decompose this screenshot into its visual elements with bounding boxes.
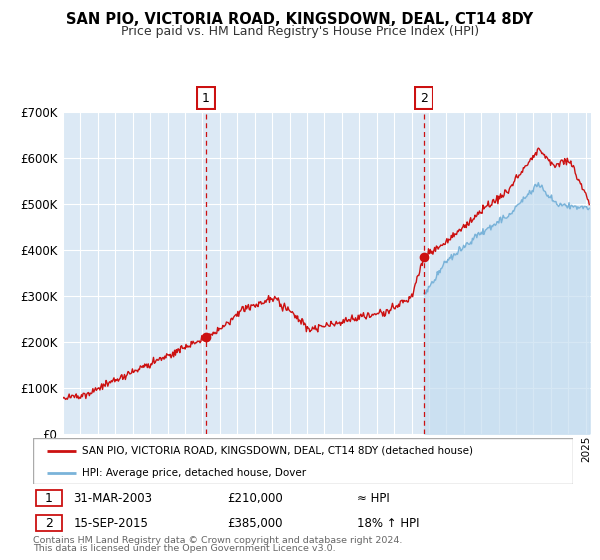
Text: Contains HM Land Registry data © Crown copyright and database right 2024.: Contains HM Land Registry data © Crown c… — [33, 536, 403, 545]
Text: 1: 1 — [202, 91, 210, 105]
Bar — [36, 515, 62, 531]
Text: 2: 2 — [45, 516, 53, 530]
Bar — [36, 490, 62, 506]
Text: SAN PIO, VICTORIA ROAD, KINGSDOWN, DEAL, CT14 8DY: SAN PIO, VICTORIA ROAD, KINGSDOWN, DEAL,… — [67, 12, 533, 27]
Text: SAN PIO, VICTORIA ROAD, KINGSDOWN, DEAL, CT14 8DY (detached house): SAN PIO, VICTORIA ROAD, KINGSDOWN, DEAL,… — [82, 446, 473, 456]
FancyBboxPatch shape — [33, 438, 573, 484]
Text: HPI: Average price, detached house, Dover: HPI: Average price, detached house, Dove… — [82, 468, 306, 478]
Text: ≈ HPI: ≈ HPI — [357, 492, 390, 505]
Text: 1: 1 — [45, 492, 53, 505]
Text: 15-SEP-2015: 15-SEP-2015 — [74, 516, 148, 530]
Text: 18% ↑ HPI: 18% ↑ HPI — [357, 516, 419, 530]
Text: £385,000: £385,000 — [227, 516, 283, 530]
Text: 31-MAR-2003: 31-MAR-2003 — [74, 492, 152, 505]
Text: 2: 2 — [420, 91, 428, 105]
Text: £210,000: £210,000 — [227, 492, 283, 505]
Text: Price paid vs. HM Land Registry's House Price Index (HPI): Price paid vs. HM Land Registry's House … — [121, 25, 479, 38]
Text: This data is licensed under the Open Government Licence v3.0.: This data is licensed under the Open Gov… — [33, 544, 335, 553]
